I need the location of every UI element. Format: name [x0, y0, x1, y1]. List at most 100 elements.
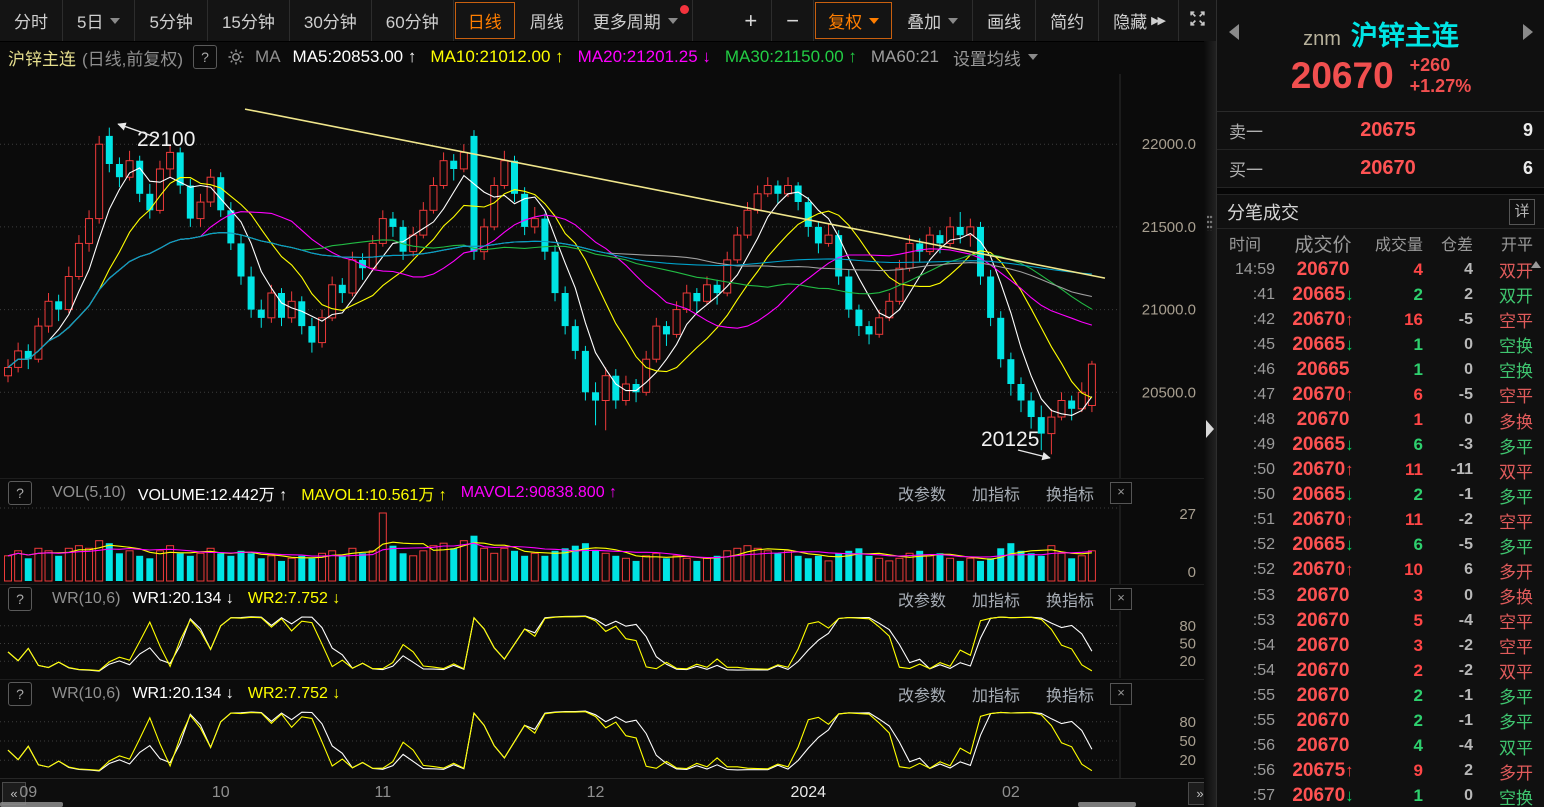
- tick-row[interactable]: :48 20670 1 0 多换: [1217, 407, 1544, 432]
- zoom-in-button[interactable]: +: [730, 0, 773, 41]
- period-tab-5分钟[interactable]: 5分钟: [135, 0, 208, 41]
- period-tab-label: 60分钟: [385, 13, 439, 32]
- action-加指标[interactable]: 加指标: [971, 687, 1020, 705]
- action-改参数[interactable]: 改参数: [897, 486, 946, 504]
- tick-list-header: 分笔成交 详: [1217, 195, 1544, 229]
- wr2-chart[interactable]: 80 50 20: [0, 706, 1216, 778]
- arrow-up-icon: ↑: [1345, 761, 1354, 781]
- ma-group-label: MA: [255, 47, 281, 66]
- tick-volume: 2: [1413, 284, 1423, 304]
- ma-value: MA20:21201.25 ↓: [577, 47, 711, 66]
- period-tab-label: 30分钟: [303, 13, 357, 32]
- chevron-down-icon: [948, 17, 959, 24]
- ma-settings-button[interactable]: 设置均线: [953, 45, 1038, 70]
- action-换指标[interactable]: 换指标: [1045, 687, 1094, 705]
- period-tab-label: 分时: [14, 13, 48, 32]
- tool-button-label: 叠加: [907, 13, 942, 32]
- arrow-down-icon: ↓: [1345, 334, 1354, 354]
- ma60-line: [7, 232, 1093, 368]
- collapse-panel-arrow-icon[interactable]: [1206, 420, 1214, 438]
- period-tab-周线[interactable]: 周线: [516, 0, 579, 41]
- action-换指标[interactable]: 换指标: [1045, 592, 1094, 610]
- main-price-chart[interactable]: 22000.0 21500.0 21000.0 20500.0 22100 20125: [0, 74, 1216, 478]
- period-tab-label: 5日: [77, 13, 104, 32]
- action-改参数[interactable]: 改参数: [897, 592, 946, 610]
- tick-row[interactable]: 14:59 20670 4 4 双开: [1217, 257, 1544, 282]
- tick-row[interactable]: :55 20670 2 -1 多平: [1217, 708, 1544, 733]
- tick-row[interactable]: :56 20675↑ 9 2 多开: [1217, 759, 1544, 784]
- close-icon[interactable]: ×: [1110, 481, 1132, 504]
- tool-button-简约[interactable]: 简约: [1036, 0, 1100, 41]
- tick-row[interactable]: :57 20670↓ 1 0 空换: [1217, 784, 1544, 807]
- tick-time: :53: [1252, 586, 1275, 604]
- action-加指标[interactable]: 加指标: [971, 486, 1020, 504]
- tick-row[interactable]: :46 20665 1 0 空换: [1217, 357, 1544, 382]
- period-tab-30分钟[interactable]: 30分钟: [290, 0, 372, 41]
- tick-row[interactable]: :53 20670 5 -4 空平: [1217, 608, 1544, 633]
- tick-row[interactable]: :53 20670 3 0 多换: [1217, 583, 1544, 608]
- detail-button[interactable]: 详: [1509, 198, 1535, 225]
- tick-row[interactable]: :42 20670↑ 16 -5 空平: [1217, 307, 1544, 332]
- indicator-value: MAVOL1:10.561万 ↑: [301, 486, 447, 504]
- tool-button-复权[interactable]: 复权: [815, 2, 893, 39]
- period-tabs: 分时 5日 5分钟 15分钟 30分钟 60分钟 日线 周线 更多周期: [0, 0, 693, 41]
- action-加指标[interactable]: 加指标: [971, 592, 1020, 610]
- tick-row[interactable]: :52 20665↓ 6 -5 多平: [1217, 533, 1544, 558]
- tick-row[interactable]: :54 20670 3 -2 空平: [1217, 633, 1544, 658]
- scrollbar-up-icon[interactable]: [1531, 261, 1541, 268]
- tick-row[interactable]: :41 20665↓ 2 2 双开: [1217, 282, 1544, 307]
- period-tab-5日[interactable]: 5日: [63, 0, 136, 41]
- tick-row[interactable]: :56 20670 4 -4 双平: [1217, 733, 1544, 758]
- help-button[interactable]: ?: [193, 45, 218, 69]
- tick-row[interactable]: :50 20665↓ 2 -1 多平: [1217, 483, 1544, 508]
- bid-row[interactable]: 买一 20670 6: [1217, 150, 1544, 188]
- tick-volume: 16: [1404, 309, 1423, 329]
- wr-axis-label: 50: [1179, 636, 1196, 653]
- period-tab-60分钟[interactable]: 60分钟: [372, 0, 454, 41]
- tick-row[interactable]: :50 20670↑ 11 -11 双平: [1217, 458, 1544, 483]
- tick-row[interactable]: :45 20665↓ 1 0 空换: [1217, 332, 1544, 357]
- ma-value: MA60:21: [870, 47, 939, 66]
- tick-row[interactable]: :55 20670 2 -1 多平: [1217, 683, 1544, 708]
- tick-oi-change: -2: [1458, 661, 1473, 679]
- tick-row[interactable]: :52 20670↑ 10 6 多开: [1217, 558, 1544, 583]
- h-scrollbar-thumb-right[interactable]: [1078, 802, 1136, 807]
- h-scrollbar-thumb-left[interactable]: [0, 802, 63, 807]
- help-button[interactable]: ?: [8, 681, 32, 706]
- quote-header: znm 沪锌主连 20670 +260 +1.27%: [1217, 0, 1544, 112]
- tick-volume: 2: [1413, 660, 1423, 680]
- period-tab-日线[interactable]: 日线: [454, 2, 515, 39]
- prev-contract-arrow-icon[interactable]: [1229, 24, 1239, 40]
- splitter-drag-handle[interactable]: [1207, 215, 1213, 231]
- volume-chart[interactable]: 27 0: [0, 505, 1216, 584]
- period-tab-分时[interactable]: 分时: [0, 0, 63, 41]
- tick-row[interactable]: :54 20670 2 -2 双平: [1217, 658, 1544, 683]
- close-icon[interactable]: ×: [1110, 587, 1132, 610]
- period-tab-label: 周线: [529, 13, 564, 32]
- tick-row[interactable]: :51 20670↑ 11 -2 空平: [1217, 508, 1544, 533]
- tool-button-隐藏[interactable]: 隐藏 ▶▶: [1099, 0, 1179, 41]
- fullscreen-button[interactable]: [1179, 0, 1216, 41]
- next-contract-arrow-icon[interactable]: [1523, 24, 1533, 40]
- zoom-out-button[interactable]: −: [772, 0, 815, 41]
- chevron-down-icon: [667, 17, 678, 24]
- action-改参数[interactable]: 改参数: [897, 687, 946, 705]
- period-tab-更多周期[interactable]: 更多周期: [579, 0, 693, 41]
- action-换指标[interactable]: 换指标: [1045, 486, 1094, 504]
- help-button[interactable]: ?: [8, 480, 32, 505]
- gear-icon[interactable]: [227, 48, 245, 66]
- tick-row[interactable]: :47 20670↑ 6 -5 空平: [1217, 382, 1544, 407]
- tick-price: 20665↓: [1292, 434, 1354, 456]
- arrow-down-icon: ↓: [1345, 435, 1354, 455]
- help-button[interactable]: ?: [8, 586, 32, 611]
- tool-button-叠加[interactable]: 叠加: [893, 0, 974, 41]
- ask-row[interactable]: 卖一 20675 9: [1217, 112, 1544, 150]
- tick-row[interactable]: :49 20665↓ 6 -3 多平: [1217, 433, 1544, 458]
- close-icon[interactable]: ×: [1110, 682, 1132, 705]
- tick-table-rows[interactable]: 14:59 20670 4 4 双开:41 20665↓ 2 2 双开:42 20670↑ 16 -5…: [1217, 257, 1544, 807]
- contract-code: znm: [1303, 28, 1341, 50]
- tool-button-画线[interactable]: 画线: [973, 0, 1037, 41]
- tick-oi-change: -3: [1458, 436, 1473, 454]
- period-tab-15分钟[interactable]: 15分钟: [208, 0, 290, 41]
